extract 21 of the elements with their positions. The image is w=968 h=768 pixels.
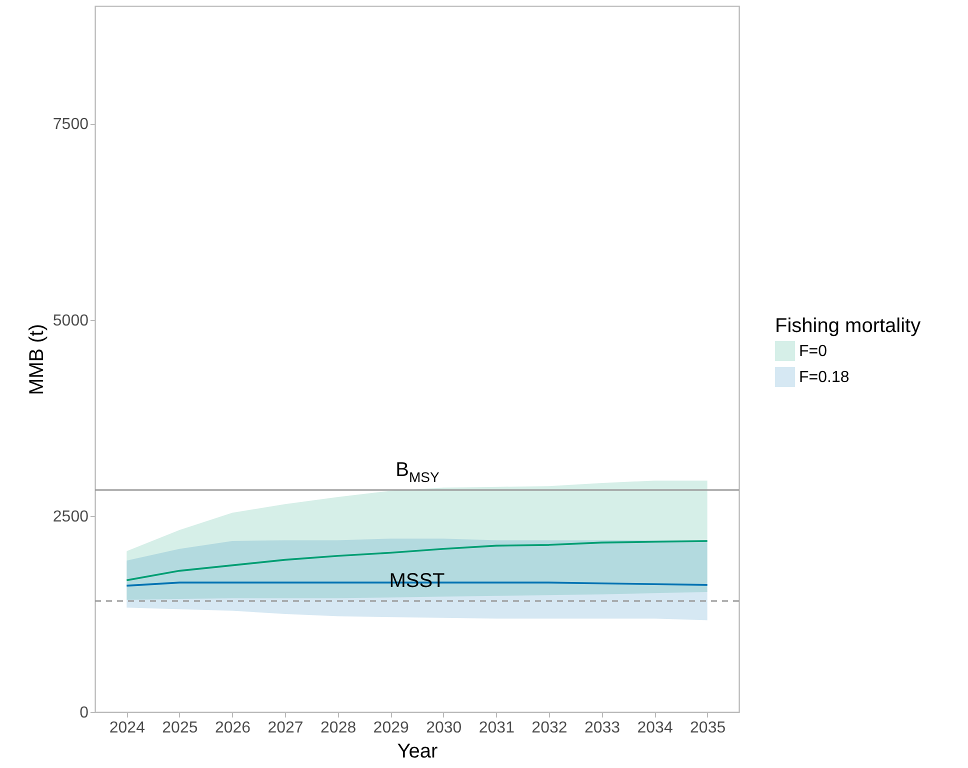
y-tick-label: 2500 [52, 508, 89, 526]
legend-title: Fishing mortality [775, 315, 921, 337]
x-tick-label: 2031 [478, 720, 515, 736]
x-tick-label: 2032 [532, 720, 568, 736]
x-tick-label: 2027 [268, 720, 304, 736]
x-tick-label: 2033 [584, 720, 620, 736]
x-tick-label: 2026 [214, 720, 251, 736]
x-tick-label: 2029 [373, 720, 410, 736]
y-tick-label: 0 [80, 704, 89, 722]
y-axis-title: MMB (t) [26, 324, 48, 396]
x-tick-label: 2034 [637, 720, 673, 736]
y-tick-label: 7500 [52, 116, 89, 134]
y-tick-label: 5000 [52, 312, 89, 330]
x-tick-label: 2025 [162, 720, 198, 736]
x-tick-label: 2030 [426, 720, 462, 736]
legend-label: F=0 [799, 343, 828, 360]
x-axis-title: Year [397, 740, 438, 762]
x-tick-label: 2028 [320, 720, 356, 736]
legend-label: F=0.18 [799, 369, 850, 386]
x-tick-label: 2035 [690, 720, 726, 736]
x-tick-label: 2024 [109, 720, 146, 736]
